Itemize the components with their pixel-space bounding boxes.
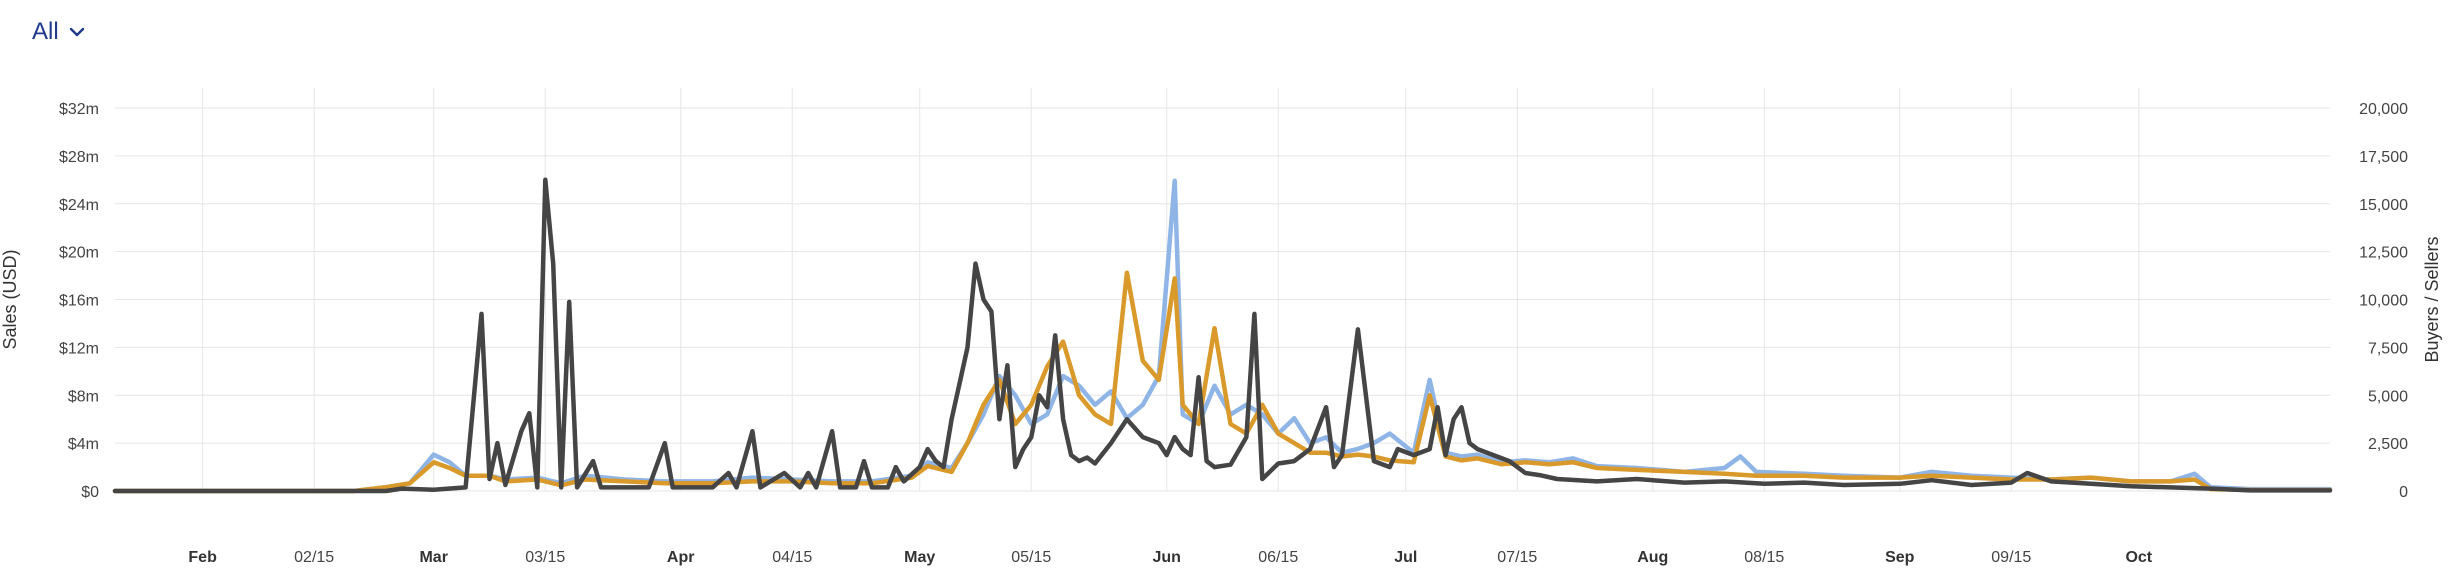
x-tick-label: Sep — [1885, 549, 1915, 566]
x-tick-label: 05/15 — [1011, 549, 1051, 566]
sales-series-line — [112, 177, 2333, 494]
y-tick-label: $28m — [59, 149, 99, 166]
sellers-series-line — [112, 270, 2333, 494]
x-tick-label: Jun — [1153, 549, 1181, 566]
y2-tick-label: 12,500 — [2359, 245, 2408, 262]
x-tick-label: Aug — [1637, 549, 1668, 566]
x-tick-label: 04/15 — [772, 549, 812, 566]
y2-tick-label: 7,500 — [2368, 340, 2408, 357]
x-tick-label: Oct — [2125, 549, 2152, 566]
y-tick-label: $32m — [59, 101, 99, 118]
y-tick-label: $20m — [59, 245, 99, 262]
y2-tick-label: 20,000 — [2359, 101, 2408, 118]
x-tick-label: 09/15 — [1991, 549, 2031, 566]
x-tick-label: Feb — [188, 549, 217, 566]
chevron-down-icon — [69, 27, 84, 37]
filter-dropdown[interactable]: All — [32, 18, 87, 46]
y2-axis-ticks: 0 2,500 5,000 7,500 10,000 12,500 15,000 17,500… — [2359, 101, 2408, 501]
y2-tick-label: 5,000 — [2368, 388, 2408, 405]
y2-tick-label: 0 — [2399, 484, 2408, 501]
x-tick-label: May — [904, 549, 935, 566]
y-axis-ticks: $0 $4m $8m $12m $16m $20m $24m $28m $32m — [59, 101, 99, 501]
filter-label: All — [32, 18, 59, 45]
x-tick-label: Mar — [419, 549, 447, 566]
x-tick-label: Jul — [1394, 549, 1417, 566]
y2-tick-label: 17,500 — [2359, 149, 2408, 166]
y-tick-label: $16m — [59, 293, 99, 310]
series-lines — [112, 177, 2333, 494]
x-axis-ticks: Feb 02/15 Mar 03/15 Apr 04/15 May 05/15 Jun 06/15… — [188, 549, 2152, 566]
x-tick-label: 06/15 — [1258, 549, 1298, 566]
y-tick-label: $8m — [68, 388, 99, 405]
y-axis-title: Sales (USD) — [0, 249, 20, 349]
y2-tick-label: 15,000 — [2359, 197, 2408, 214]
y-tick-label: $12m — [59, 340, 99, 357]
buyers-series-line — [112, 178, 2333, 494]
x-tick-label: Apr — [667, 549, 695, 566]
x-tick-label: 03/15 — [525, 549, 565, 566]
x-tick-label: 08/15 — [1744, 549, 1784, 566]
y-tick-label: $4m — [68, 436, 99, 453]
gridlines — [115, 88, 2330, 492]
x-tick-label: 07/15 — [1497, 549, 1537, 566]
y2-tick-label: 2,500 — [2368, 436, 2408, 453]
y-tick-label: $24m — [59, 197, 99, 214]
x-tick-label: 02/15 — [294, 549, 334, 566]
y2-axis-title: Buyers / Sellers — [2422, 236, 2442, 362]
y-tick-label: $0 — [81, 484, 99, 501]
y2-tick-label: 10,000 — [2359, 293, 2408, 310]
